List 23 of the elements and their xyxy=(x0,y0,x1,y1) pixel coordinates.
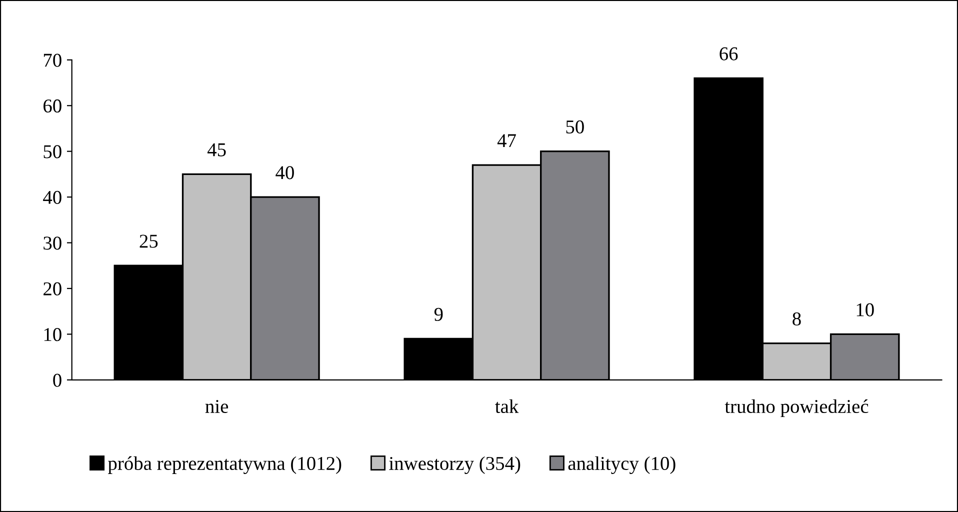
y-tick-label: 60 xyxy=(44,99,62,113)
x-tick-label: tak xyxy=(495,399,519,414)
y-tick-label: 50 xyxy=(44,145,62,158)
y-tick-label: 0 xyxy=(53,374,62,387)
data-label: 47 xyxy=(497,134,516,148)
data-label: 40 xyxy=(276,166,294,180)
x-tick-label: nie xyxy=(205,400,228,414)
data-label: 8 xyxy=(792,312,801,326)
legend-label: inwestorzy (354) xyxy=(389,456,520,474)
y-tick-label: 40 xyxy=(43,190,62,204)
data-label: 50 xyxy=(566,120,584,134)
y-tick-label: 10 xyxy=(44,328,62,342)
data-label: 66 xyxy=(720,47,738,60)
y-tick-label: 30 xyxy=(44,236,62,250)
legend-label: próba reprezentatywna (1012) xyxy=(108,456,342,474)
data-label: 10 xyxy=(856,303,874,316)
data-label: 25 xyxy=(140,234,158,248)
y-tick-label: 20 xyxy=(44,282,62,296)
y-tick-label: 70 xyxy=(44,54,62,67)
x-tick-label: trudno powiedzieć xyxy=(724,399,868,418)
legend-label: analitycy (10) xyxy=(568,456,676,474)
data-label: 9 xyxy=(434,308,443,321)
data-label: 45 xyxy=(207,143,226,156)
